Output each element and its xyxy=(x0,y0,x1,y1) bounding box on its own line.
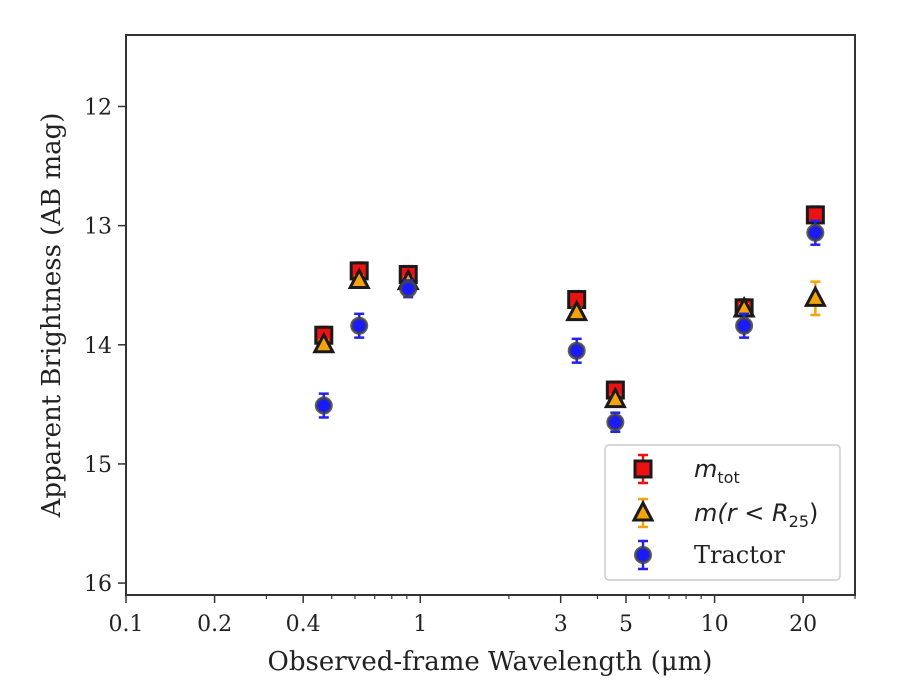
point-tractor xyxy=(806,223,825,242)
point-m-r25 xyxy=(565,299,589,322)
y-tick-label: 16 xyxy=(84,572,112,597)
x-axis-title: Observed-frame Wavelength (μm) xyxy=(268,647,713,677)
y-axis-title: Apparent Brightness (AB mag) xyxy=(37,113,67,519)
point-tractor xyxy=(735,316,754,335)
x-axis-ticks: 0.1 0.2 0.4 1 3 5 10 20 xyxy=(109,595,856,637)
point-m-r25 xyxy=(803,285,827,307)
point-tractor xyxy=(314,396,333,415)
y-tick-label: 13 xyxy=(84,215,112,240)
point-m-r25 xyxy=(603,386,627,409)
legend-label-m-r25: m(r < R25) xyxy=(694,499,818,531)
y-tick-label: 12 xyxy=(84,95,112,120)
legend-marker-mtot xyxy=(633,459,653,479)
point-tractor xyxy=(350,316,369,335)
point-m-r25 xyxy=(347,267,371,289)
y-tick-label: 14 xyxy=(84,334,112,359)
x-tick-label: 10 xyxy=(701,612,729,637)
legend-marker-m-r25 xyxy=(631,499,655,522)
legend: mtot m(r < R25) Tractor xyxy=(604,444,841,581)
point-tractor xyxy=(606,413,625,432)
plot-frame xyxy=(125,34,856,596)
x-tick-label: 5 xyxy=(619,612,633,637)
x-tick-label: 3 xyxy=(554,612,568,637)
x-tick-label: 0.4 xyxy=(286,612,321,637)
y-tick-label: 15 xyxy=(84,453,112,478)
point-m-r25 xyxy=(312,331,336,354)
legend-label-mtot: mtot xyxy=(694,455,740,487)
x-tick-label: 1 xyxy=(413,612,427,637)
plot-marks xyxy=(312,205,827,434)
x-tick-label: 0.2 xyxy=(197,612,232,637)
y-axis-ticks: 12 13 14 15 16 xyxy=(84,95,126,597)
legend-marker-tractor xyxy=(634,546,652,564)
legend-label-tractor: Tractor xyxy=(694,541,785,569)
point-tractor xyxy=(567,341,586,360)
x-tick-label: 20 xyxy=(789,612,817,637)
point-tractor xyxy=(399,279,418,298)
series-tractor xyxy=(314,219,825,434)
legend-box xyxy=(604,444,841,581)
x-tick-label: 0.1 xyxy=(109,612,144,637)
